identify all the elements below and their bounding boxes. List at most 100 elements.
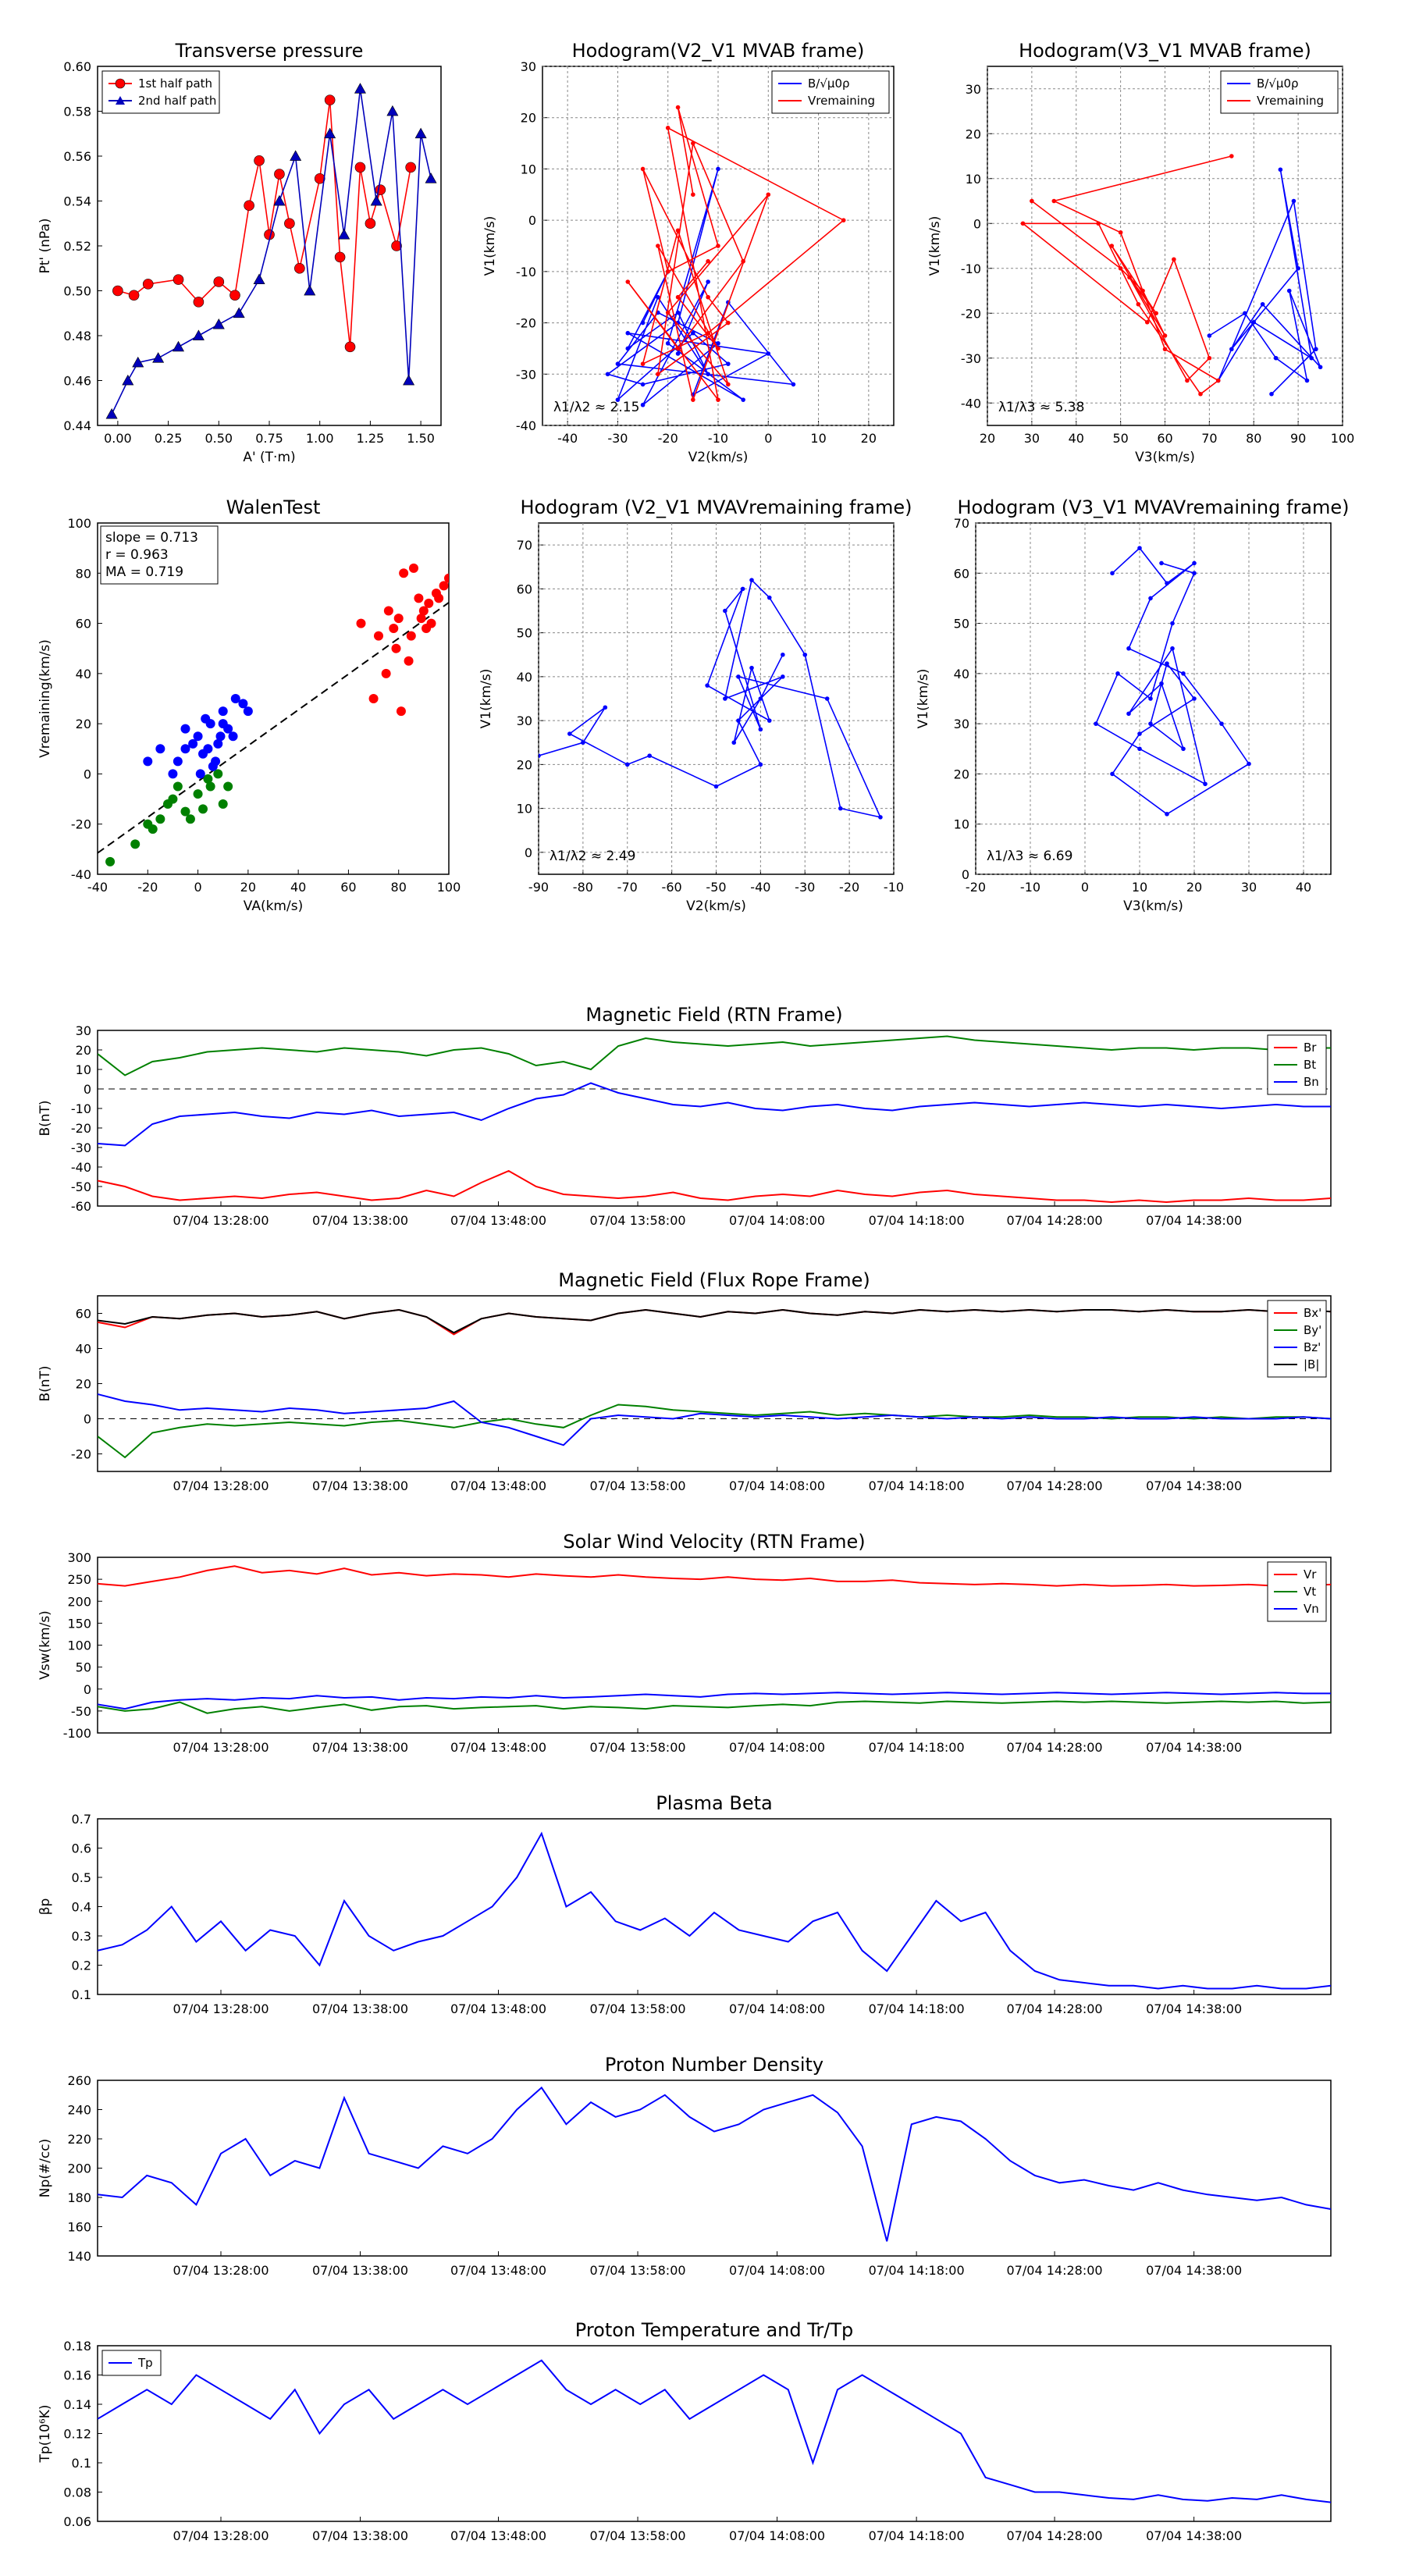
data-point [691,141,695,146]
x-tick-label: -10 [884,880,904,895]
data-layer [105,83,437,419]
legend: 1st half path 2nd half path [101,70,220,114]
y-tick-label: -30 [71,1140,91,1155]
data-point [403,374,415,386]
data-point [640,382,646,387]
y-tick-label: 60 [517,582,532,596]
y-tick-label: 300 [67,1550,91,1565]
x-tick-label: 07/04 14:18:00 [869,2001,965,2016]
series-line-Vn [98,1692,1331,1710]
chart-title: Magnetic Field (Flux Rope Frame) [558,1269,870,1291]
x-tick-label: 20 [980,431,995,446]
data-point [1269,391,1274,397]
y-tick-label: 240 [67,2103,91,2118]
x-tick-label: -10 [1020,880,1040,895]
x-tick-label: 20 [240,880,256,895]
data-point [344,341,356,353]
legend-box [771,70,890,114]
data-point [1127,275,1132,280]
data-point [414,127,427,139]
data-point [155,744,165,754]
chart-title: Hodogram(V3_V1 MVAB frame) [1019,40,1311,62]
y-tick-label: 20 [76,717,91,731]
data-point [374,631,383,641]
y-axis-label: Vsw(km/s) [37,1610,53,1680]
data-point [406,631,416,641]
y-tick-label: 0.1 [72,1987,91,2002]
y-tick-label: 50 [517,626,532,641]
data-point [173,756,183,767]
data-point [211,756,221,767]
y-tick-label: -20 [961,306,981,321]
data-point [1278,167,1283,173]
data-point [624,762,630,767]
x-axis-label: VA(km/s) [244,898,303,914]
data-point [284,218,295,229]
data-point [244,200,254,212]
x-tick-label: 07/04 13:38:00 [312,2528,408,2543]
data-point [1286,288,1292,294]
data-point [767,718,772,723]
plot-frame [97,522,450,875]
x-tick-label: 60 [340,880,356,895]
data-point [758,727,763,732]
y-tick-label: 10 [966,172,981,187]
x-tick-label: 0 [1081,880,1089,895]
data-point [152,352,165,363]
data-point [716,166,720,172]
data-point [386,105,399,116]
data-point [1304,378,1310,383]
chart-hodogram_v2v1_mvav: Hodogram (V2_V1 MVAVremaining frame) 0 10 2… [478,496,912,914]
data-point [706,294,710,300]
y-tick-label: 20 [76,1377,91,1392]
x-tick-label: 07/04 13:38:00 [312,1740,408,1755]
x-tick-label: 07/04 13:58:00 [590,1213,686,1228]
data-point [230,694,240,703]
x-tick-label: 30 [1024,431,1040,446]
y-axis-label: V1(km/s) [916,669,931,729]
y-tick-label: 30 [517,713,532,728]
y-axis-label: Pt' (nPa) [37,219,53,274]
legend: Vr Vt Vn [1267,1561,1327,1622]
data-point [185,814,195,824]
data-point [223,781,233,792]
data-point [399,568,409,578]
y-tick-label: 0.4 [72,1900,91,1915]
y-tick-label: 20 [966,126,981,141]
annotation: λ1/λ2 ≈ 2.15 [553,400,639,415]
x-tick-label: 07/04 13:48:00 [450,1213,546,1228]
data-point [781,652,785,657]
y-tick-label: 0.08 [63,2485,91,2500]
legend-label: |B| [1304,1357,1319,1372]
x-tick-label: 07/04 14:08:00 [729,2001,825,2016]
legend-label: 2nd half path [138,94,216,108]
data-point [439,581,449,591]
x-tick-label: 07/04 14:38:00 [1146,1740,1242,1755]
data-point [1144,319,1150,325]
data-point [290,150,302,161]
data-point [1154,311,1158,316]
data-point [656,244,660,248]
y-tick-label: 20 [954,767,969,781]
data-point [132,356,144,368]
x-axis-label: V2(km/s) [686,898,746,914]
x-tick-label: 1.25 [357,431,385,446]
data-point [1115,671,1120,676]
data-point [706,372,710,377]
data-point [253,273,265,285]
y-tick-label: 30 [954,717,969,731]
y-tick-label: 0.1 [72,2456,91,2471]
x-tick-label: -80 [573,880,593,895]
y-tick-label: 40 [76,1342,91,1357]
data-point [354,162,366,173]
y-tick-label: 70 [954,516,969,531]
data-point [213,738,223,749]
x-tick-label: 07/04 14:28:00 [1007,2001,1103,2016]
chart-title: Hodogram (V2_V1 MVAVremaining frame) [520,496,912,518]
data-point [218,719,228,729]
data-point [168,769,178,779]
x-tick-label: 07/04 14:38:00 [1146,2528,1242,2543]
y-tick-label: 0 [84,1412,91,1427]
series-line-Bz' [98,1393,1331,1446]
